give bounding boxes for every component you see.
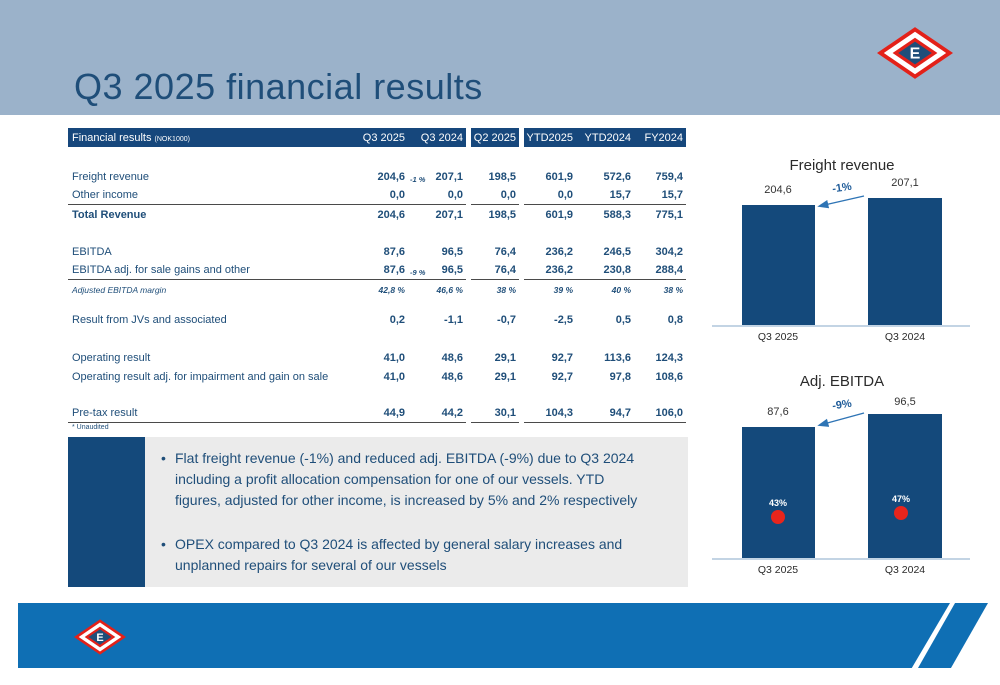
table-row: EBITDA adj. for sale gains and other 87,… bbox=[68, 261, 686, 280]
table-title: Financial results (NOK1000) bbox=[72, 131, 190, 144]
table-row: Result from JVs and associated 0,2 -1,1 … bbox=[72, 313, 683, 326]
bar-q3-2025-ebitda bbox=[742, 427, 815, 558]
decline-arrow-icon bbox=[817, 412, 865, 427]
chart-axis-line bbox=[712, 558, 970, 560]
ebitda-margin-label: 47% bbox=[891, 494, 910, 504]
x-axis-label: Q3 2024 bbox=[884, 331, 926, 343]
table-row: EBITDA 87,6 96,5 76,4 236,2 246,5 304,2 bbox=[72, 245, 683, 258]
chart-axis-line bbox=[712, 325, 970, 327]
company-logo-icon bbox=[74, 619, 126, 655]
x-axis-label: Q3 2024 bbox=[884, 564, 926, 576]
col-header: YTD2024 bbox=[584, 131, 631, 144]
x-axis-label: Q3 2025 bbox=[757, 331, 799, 343]
table-header-row: Financial results (NOK1000) Q3 2025 Q3 2… bbox=[68, 128, 686, 147]
col-header: Q3 2025 bbox=[362, 131, 405, 144]
commentary-panel: Flat freight revenue (-1%) and reduced a… bbox=[145, 437, 688, 587]
accent-panel bbox=[68, 437, 145, 587]
bar-q3-2024-freight bbox=[868, 198, 942, 325]
financial-results-table: Financial results (NOK1000) Q3 2025 Q3 2… bbox=[68, 128, 686, 423]
col-header: YTD2025 bbox=[526, 131, 573, 144]
bar-q3-2025-freight bbox=[742, 205, 815, 325]
pct-change-note: -9 % bbox=[410, 268, 426, 277]
table-row: Other income 0,0 0,0 0,0 0,0 15,7 15,7 bbox=[68, 186, 686, 205]
unaudited-footnote: * Unaudited bbox=[72, 424, 109, 431]
bar-q3-2024-ebitda bbox=[868, 414, 942, 558]
col-header: Q2 2025 bbox=[473, 131, 516, 144]
header-band bbox=[0, 0, 1000, 115]
decline-arrow-icon bbox=[817, 195, 865, 209]
margin-dot-icon bbox=[894, 506, 908, 520]
page-title: Q3 2025 financial results bbox=[74, 66, 483, 107]
bullet-point: OPEX compared to Q3 2024 is affected by … bbox=[159, 534, 650, 576]
bullet-point: Flat freight revenue (-1%) and reduced a… bbox=[159, 448, 650, 511]
bar-value-label: 207,1 bbox=[891, 177, 919, 189]
table-row: Freight revenue 204,6 -1 % 207,1 198,5 60… bbox=[72, 170, 683, 184]
table-row-margin: Adjusted EBITDA margin 42,8 % 46,6 % 38 … bbox=[72, 284, 683, 295]
table-row-total: Total Revenue 204,6 207,1 198,5 601,9 58… bbox=[72, 208, 683, 221]
bar-value-label: 96,5 bbox=[894, 396, 916, 408]
col-header: Q3 2024 bbox=[420, 131, 463, 144]
company-logo-icon bbox=[877, 27, 953, 79]
table-row: Operating result adj. for impairment and… bbox=[72, 370, 683, 383]
chart-title-freight-revenue: Freight revenue bbox=[789, 157, 895, 174]
col-header: FY2024 bbox=[644, 131, 683, 144]
pct-change-note: -1 % bbox=[410, 174, 426, 184]
bar-value-label: 204,6 bbox=[764, 184, 792, 196]
margin-dot-icon bbox=[771, 510, 785, 524]
ebitda-margin-label: 43% bbox=[768, 498, 787, 508]
table-row: Pre-tax result 44,9 44,2 30,1 104,3 94,7… bbox=[68, 404, 686, 423]
table-title-unit: (NOK1000) bbox=[154, 135, 190, 143]
footer-bar bbox=[18, 603, 950, 668]
x-axis-label: Q3 2025 bbox=[757, 564, 799, 576]
chart-title-adj-ebitda: Adj. EBITDA bbox=[799, 373, 885, 390]
table-row: Operating result 41,0 48,6 29,1 92,7 113… bbox=[72, 351, 683, 364]
bar-value-label: 87,6 bbox=[767, 406, 789, 418]
